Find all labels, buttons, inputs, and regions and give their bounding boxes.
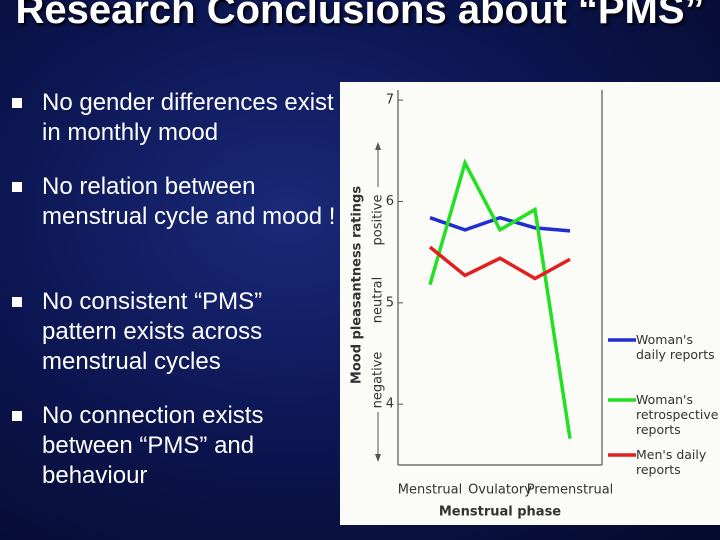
x-tick-label: Premenstrual <box>527 483 614 498</box>
bullet: No connection exists between “PMS” and b… <box>42 402 264 489</box>
legend-label: Men's daily reports <box>636 447 707 477</box>
data-line <box>428 245 571 281</box>
data-line <box>429 215 571 233</box>
annotation: positive <box>371 195 386 246</box>
y-tick-label: 6 <box>386 194 394 209</box>
arrow-head <box>375 142 381 150</box>
y-axis-label: Mood pleasantness ratings <box>350 186 365 384</box>
annotation: negative <box>371 352 386 409</box>
bullet: No consistent “PMS” pattern exists acros… <box>42 288 263 375</box>
bullet: No relation between menstrual cycle and … <box>42 173 336 230</box>
chart: Mood pleasantness ratings positive neutr… <box>350 90 636 520</box>
data-line <box>428 158 572 439</box>
x-tick-label: Menstrual <box>398 483 463 498</box>
arrow-head <box>375 454 381 462</box>
y-tick-label: 7 <box>386 93 394 108</box>
legend-label: Woman's retrospective reports <box>636 392 719 437</box>
bullet: No gender differences exist in monthly m… <box>42 89 334 146</box>
y-tick-label: 5 <box>386 295 394 310</box>
bullet-marker <box>12 98 22 108</box>
y-tick-label: 4 <box>386 397 394 412</box>
chart-panel: Mood pleasantness ratings positive neutr… <box>340 82 720 525</box>
bullet-marker <box>12 411 22 421</box>
annotation: neutral <box>371 277 386 324</box>
x-tick-label: Ovulatory <box>468 483 532 498</box>
x-axis-label: Menstrual phase <box>439 505 561 520</box>
bullet-marker <box>12 182 22 192</box>
bullet-marker <box>12 297 22 307</box>
legend-label: Woman's daily reports <box>636 332 715 362</box>
slide-title: Research Conclusions about “PMS” <box>15 0 705 32</box>
